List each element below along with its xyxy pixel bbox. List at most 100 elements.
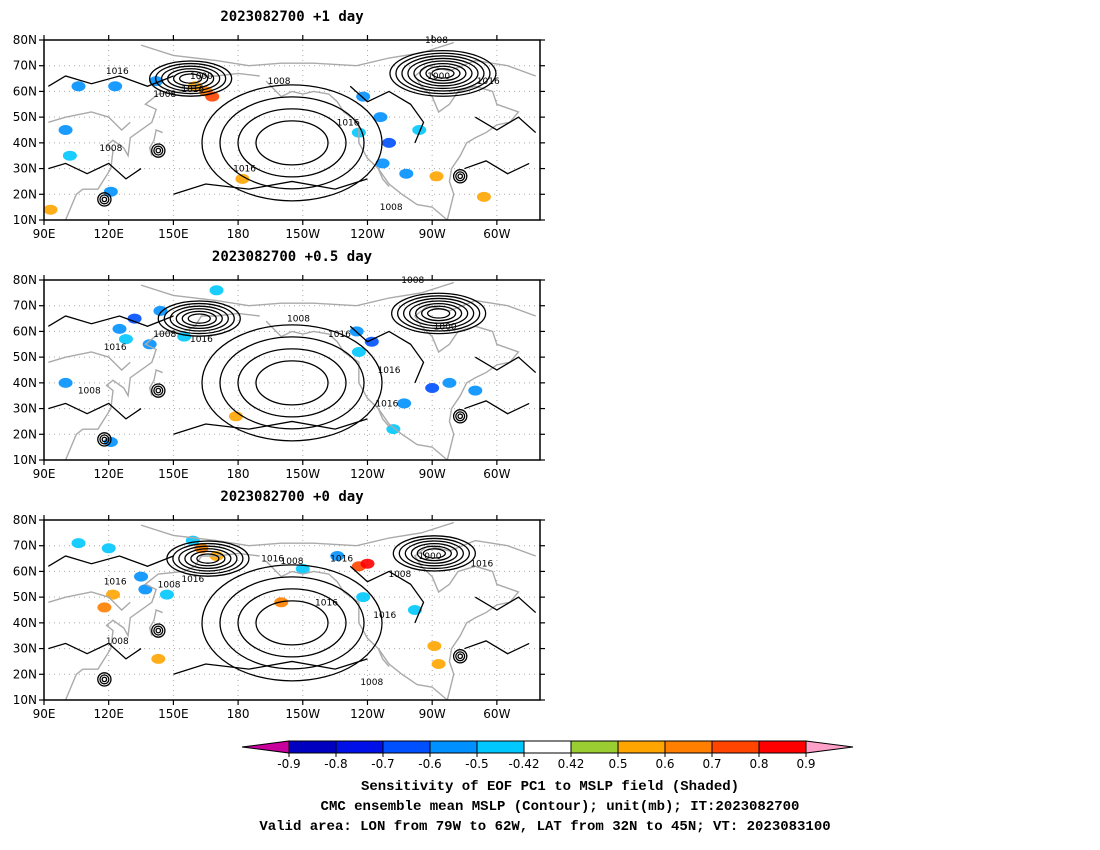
contour-line [431, 68, 455, 79]
contour-line [474, 356, 537, 374]
shaded-area [112, 323, 127, 334]
coastline [265, 80, 448, 221]
map-frame [43, 279, 541, 461]
contour-line [155, 627, 162, 634]
contour-line [178, 545, 238, 572]
contour-line [157, 300, 241, 337]
contour-line [173, 178, 368, 195]
contour-line [237, 588, 347, 658]
y-tick-label: 50N [13, 110, 37, 124]
colorbar-label: 0.6 [655, 757, 674, 771]
contour-line [396, 295, 481, 332]
contour-line [155, 387, 162, 394]
shaded-area [425, 383, 440, 393]
contour-line [181, 310, 217, 327]
y-tick-label: 20N [13, 427, 37, 441]
contour-line [153, 385, 164, 396]
contour-label: 1016 [328, 330, 351, 340]
contour-label: 1008 [153, 330, 176, 340]
contour-label: 1016 [315, 598, 338, 608]
colorbar-box [758, 740, 807, 754]
y-tick-label: 10N [13, 693, 37, 707]
shaded-area [373, 112, 388, 123]
coastline [64, 312, 260, 461]
coastline [148, 129, 163, 156]
contour-label: 1008 [99, 144, 122, 154]
contour-line [255, 360, 329, 406]
contour-line [395, 52, 491, 95]
coastline [64, 552, 260, 701]
coastlines [48, 281, 536, 461]
x-tick-label: 120E [93, 467, 124, 481]
colorbar-label: 0.5 [608, 757, 627, 771]
y-tick-label: 80N [13, 33, 37, 47]
x-tick-label: 150E [158, 467, 189, 481]
map-panel-2: 1008100810081016101610161000101610161008… [13, 249, 545, 481]
contour-line [455, 411, 466, 422]
y-tick-label: 40N [13, 376, 37, 390]
colorbar-arrow-left [241, 740, 290, 754]
colorbar-label: -0.42 [508, 757, 539, 771]
panel-title: 2023082700 +1 day [220, 9, 364, 25]
shaded-area [108, 81, 123, 92]
coastline [148, 369, 163, 396]
y-tick-label: 70N [13, 299, 37, 313]
contour-label: 1000 [419, 552, 442, 562]
coastline [48, 111, 131, 131]
contour-line [47, 315, 174, 327]
coastline [148, 609, 163, 636]
contour-line [175, 308, 223, 330]
contour-line [389, 49, 497, 97]
contour-label: 1016 [337, 118, 360, 128]
y-tick-label: 50N [13, 350, 37, 364]
map-panel-1: 1016 1008 1000 1016 1008 1008 1000 1016 1016 1008… [13, 9, 545, 241]
contour-label: 1016 [477, 77, 500, 87]
contour-line [401, 55, 485, 92]
contour-line [426, 308, 451, 319]
map-background [44, 520, 540, 700]
colorbar-label: 0.8 [749, 757, 768, 771]
shaded-area [209, 285, 224, 296]
contour-label: 1000 [190, 72, 213, 82]
contour-line [187, 313, 211, 324]
shaded-area [62, 150, 77, 161]
y-tick-label: 80N [13, 513, 37, 527]
contour-line [237, 348, 347, 418]
contour-label: 1016 [470, 560, 493, 570]
contour-line [178, 73, 203, 84]
caption-line-1: Sensitivity of EOF PC1 to MSLP field (Sh… [361, 779, 739, 795]
y-tick-label: 20N [13, 667, 37, 681]
shaded-area [71, 538, 86, 549]
x-tick-label: 150W [285, 707, 320, 721]
contour-line [474, 116, 537, 134]
shaded-area [382, 137, 397, 148]
contour-line [464, 400, 530, 415]
x-tick-label: 90E [33, 227, 56, 241]
contour-label: 1008 [153, 90, 176, 100]
colorbar-box [570, 740, 619, 754]
contour-label: 1016 [104, 578, 127, 588]
contour-line [404, 540, 464, 567]
shaded-area [228, 411, 243, 422]
shaded-area [106, 589, 121, 600]
contour-line [219, 336, 365, 430]
shaded-area [118, 334, 133, 345]
contour-line [153, 145, 164, 156]
shaded-area [142, 339, 157, 350]
shaded-area [101, 543, 116, 554]
coastline [377, 408, 390, 428]
contour-label: 1008 [106, 637, 129, 647]
axes: 90E 120E 150E 180 150W 120W 90W 60W 10N 20N 30N 40N… [13, 513, 545, 721]
colorbar-arrow-right [805, 740, 854, 754]
x-tick-label: 120W [350, 227, 385, 241]
shaded-area [356, 592, 371, 603]
contour-line [101, 196, 108, 203]
shaded-area [468, 385, 483, 396]
shaded-area [386, 424, 401, 435]
colorbar-box [382, 740, 431, 754]
contour-line [464, 640, 530, 655]
y-tick-label: 10N [13, 213, 37, 227]
contour-line [47, 75, 174, 87]
